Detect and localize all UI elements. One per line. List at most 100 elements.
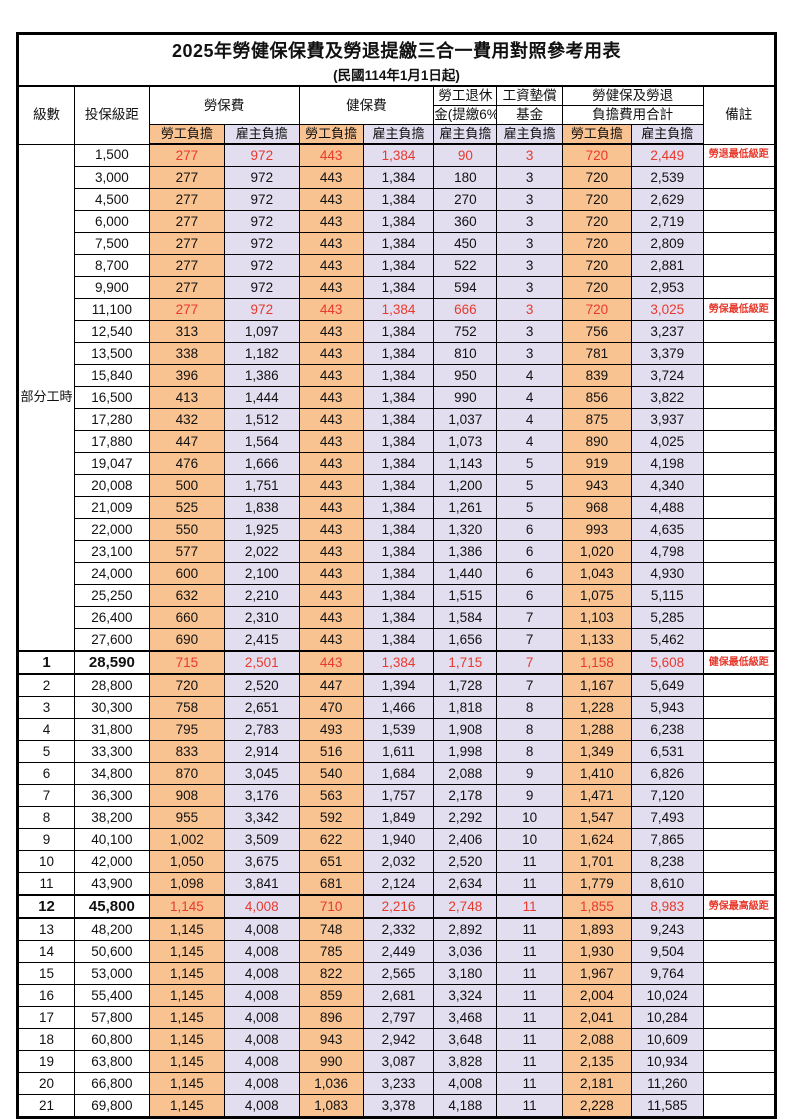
bracket-cell: 13,500: [74, 342, 150, 365]
value-cell: 443: [298, 188, 364, 211]
value-cell: 1,515: [433, 584, 498, 607]
remark-cell: [702, 696, 776, 719]
bracket-cell: 33,300: [74, 740, 150, 763]
value-cell: 752: [433, 320, 498, 343]
value-cell: 720: [148, 673, 226, 697]
level-cell: 10: [16, 850, 76, 873]
level-cell: 2: [16, 673, 76, 697]
subheader-health-employer: 雇主負擔: [362, 124, 435, 145]
value-cell: 443: [298, 298, 364, 321]
value-cell: 7: [496, 673, 563, 697]
table-row: 12,540 313 1,097 443 1,384 752 3 756 3,237: [18, 320, 776, 343]
value-cell: 1,715: [433, 650, 498, 675]
value-cell: 10,024: [631, 984, 704, 1007]
subheader-wage-fund-employer: 雇主負擔: [496, 124, 563, 145]
level-cell: 4: [16, 718, 76, 741]
remark-cell: [702, 1072, 776, 1095]
bracket-cell: 42,000: [74, 850, 150, 873]
value-cell: 690: [148, 628, 226, 652]
value-cell: 1,167: [561, 673, 633, 697]
value-cell: 443: [298, 584, 364, 607]
remark-cell: [702, 518, 776, 541]
value-cell: 1,145: [148, 962, 226, 985]
remark-cell: [702, 606, 776, 629]
level-cell: 19: [16, 1050, 76, 1073]
level-cell: 20: [16, 1072, 76, 1095]
table-row: 11,100 277 972 443 1,384 666 3 720 3,025 勞保最低級距: [18, 298, 776, 321]
value-cell: 592: [298, 806, 364, 829]
value-cell: 666: [433, 298, 498, 321]
value-cell: 540: [298, 762, 364, 785]
value-cell: 2,181: [561, 1072, 633, 1095]
value-cell: 3: [496, 188, 563, 211]
table-row: 2 28,800 720 2,520 447 1,394 1,728 7 1,167 5,649: [16, 673, 776, 697]
value-cell: 525: [148, 496, 226, 519]
bracket-cell: 28,800: [74, 673, 150, 697]
value-cell: 8: [496, 696, 563, 719]
value-cell: 2,135: [561, 1050, 633, 1073]
table-row: 3,000 277 972 443 1,384 180 3 720 2,539: [18, 166, 776, 189]
bracket-cell: 69,800: [74, 1094, 150, 1118]
level-cell: 5: [16, 740, 76, 763]
table-row: 3 30,300 758 2,651 470 1,466 1,818 8 1,228 5,943: [16, 696, 776, 719]
bracket-cell: 36,300: [74, 784, 150, 807]
remark-cell: [702, 452, 776, 475]
value-cell: 277: [148, 143, 226, 167]
table-row: 18 60,800 1,145 4,008 943 2,942 3,648 11 2,088 10…: [16, 1028, 776, 1051]
value-cell: 1,384: [362, 232, 435, 255]
value-cell: 955: [148, 806, 226, 829]
remark-cell: [702, 584, 776, 607]
value-cell: 3,937: [631, 408, 704, 431]
value-cell: 5: [496, 474, 563, 497]
value-cell: 11: [496, 962, 563, 985]
value-cell: 3,468: [433, 1006, 498, 1029]
value-cell: 600: [148, 562, 226, 585]
bracket-cell: 48,200: [74, 917, 150, 941]
value-cell: 4,008: [224, 940, 300, 963]
value-cell: 1,073: [433, 430, 498, 453]
value-cell: 1,145: [148, 1072, 226, 1095]
value-cell: 1,261: [433, 496, 498, 519]
bracket-cell: 63,800: [74, 1050, 150, 1073]
value-cell: 2,520: [224, 673, 300, 697]
remark-cell: [702, 386, 776, 409]
remark-cell: [702, 962, 776, 985]
value-cell: 277: [148, 166, 226, 189]
value-cell: 1,103: [561, 606, 633, 629]
value-cell: 1,384: [362, 606, 435, 629]
value-cell: 443: [298, 430, 364, 453]
value-cell: 2,124: [362, 872, 435, 896]
value-cell: 950: [433, 364, 498, 387]
value-cell: 11: [496, 1072, 563, 1095]
value-cell: 756: [561, 320, 633, 343]
value-cell: 7,120: [631, 784, 704, 807]
value-cell: 1,228: [561, 696, 633, 719]
value-cell: 1,998: [433, 740, 498, 763]
bracket-cell: 24,000: [74, 562, 150, 585]
subheader-total-employee: 勞工負擔: [561, 124, 633, 145]
value-cell: 2,719: [631, 210, 704, 233]
remark-cell: [702, 1006, 776, 1029]
value-cell: 5: [496, 496, 563, 519]
bracket-cell: 23,100: [74, 540, 150, 563]
value-cell: 660: [148, 606, 226, 629]
remark-cell: [702, 474, 776, 497]
table-row: 8 38,200 955 3,342 592 1,849 2,292 10 1,547 7,493: [16, 806, 776, 829]
table-row: 11 43,900 1,098 3,841 681 2,124 2,634 11 1,779 8,…: [16, 872, 776, 896]
remark-cell: [702, 562, 776, 585]
table-row: 10 42,000 1,050 3,675 651 2,032 2,520 11 1,701 8,…: [16, 850, 776, 873]
remark-cell: [702, 806, 776, 829]
remark-cell: [702, 210, 776, 233]
value-cell: 2,449: [631, 143, 704, 167]
col-header-pension-line2: 金(提繳6%): [433, 105, 498, 125]
value-cell: 1,384: [362, 628, 435, 652]
value-cell: 2,501: [224, 650, 300, 675]
subheader-labor-employee: 勞工負擔: [148, 124, 226, 145]
value-cell: 1,384: [362, 386, 435, 409]
value-cell: 4,008: [433, 1072, 498, 1095]
value-cell: 3,342: [224, 806, 300, 829]
value-cell: 443: [298, 474, 364, 497]
value-cell: 3,379: [631, 342, 704, 365]
bracket-cell: 57,800: [74, 1006, 150, 1029]
value-cell: 11: [496, 1006, 563, 1029]
